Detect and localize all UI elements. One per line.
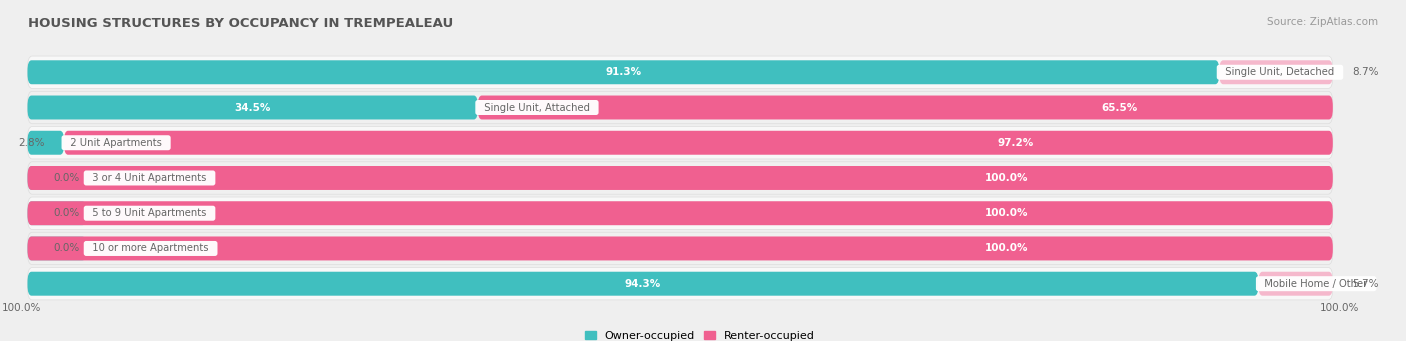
Text: 100.0%: 100.0% [984, 208, 1028, 218]
FancyBboxPatch shape [28, 127, 1333, 159]
FancyBboxPatch shape [28, 236, 1333, 261]
FancyBboxPatch shape [478, 95, 1333, 119]
Text: 10 or more Apartments: 10 or more Apartments [86, 243, 215, 253]
Text: 2.8%: 2.8% [18, 138, 45, 148]
Text: 0.0%: 0.0% [53, 243, 80, 253]
Text: Source: ZipAtlas.com: Source: ZipAtlas.com [1267, 17, 1378, 27]
FancyBboxPatch shape [28, 232, 1333, 265]
FancyBboxPatch shape [1258, 272, 1333, 296]
FancyBboxPatch shape [28, 162, 1333, 194]
FancyBboxPatch shape [65, 131, 1333, 155]
Text: 2 Unit Apartments: 2 Unit Apartments [65, 138, 169, 148]
Text: 94.3%: 94.3% [624, 279, 661, 289]
Text: 0.0%: 0.0% [53, 173, 80, 183]
Text: 3 or 4 Unit Apartments: 3 or 4 Unit Apartments [86, 173, 212, 183]
Text: 5.7%: 5.7% [1353, 279, 1379, 289]
Text: 0.0%: 0.0% [53, 208, 80, 218]
FancyBboxPatch shape [28, 201, 86, 225]
FancyBboxPatch shape [28, 166, 1333, 190]
Text: HOUSING STRUCTURES BY OCCUPANCY IN TREMPEALEAU: HOUSING STRUCTURES BY OCCUPANCY IN TREMP… [28, 17, 453, 30]
Text: 8.7%: 8.7% [1353, 67, 1379, 77]
FancyBboxPatch shape [28, 56, 1333, 88]
FancyBboxPatch shape [28, 267, 1333, 300]
FancyBboxPatch shape [1219, 60, 1333, 84]
Legend: Owner-occupied, Renter-occupied: Owner-occupied, Renter-occupied [585, 331, 814, 341]
FancyBboxPatch shape [28, 95, 478, 119]
FancyBboxPatch shape [28, 60, 1219, 84]
FancyBboxPatch shape [28, 272, 1258, 296]
Text: Single Unit, Attached: Single Unit, Attached [478, 103, 596, 113]
Text: 91.3%: 91.3% [606, 67, 641, 77]
Text: Single Unit, Detached: Single Unit, Detached [1219, 67, 1341, 77]
Text: 5 to 9 Unit Apartments: 5 to 9 Unit Apartments [86, 208, 212, 218]
Text: 100.0%: 100.0% [1320, 302, 1360, 313]
Text: 100.0%: 100.0% [984, 243, 1028, 253]
Text: 97.2%: 97.2% [997, 138, 1033, 148]
FancyBboxPatch shape [28, 236, 86, 261]
Text: 100.0%: 100.0% [984, 173, 1028, 183]
Text: 100.0%: 100.0% [1, 302, 41, 313]
Text: 34.5%: 34.5% [235, 103, 271, 113]
FancyBboxPatch shape [28, 91, 1333, 124]
FancyBboxPatch shape [28, 166, 86, 190]
FancyBboxPatch shape [28, 197, 1333, 229]
FancyBboxPatch shape [28, 201, 1333, 225]
FancyBboxPatch shape [28, 131, 65, 155]
Text: Mobile Home / Other: Mobile Home / Other [1258, 279, 1374, 289]
Text: 65.5%: 65.5% [1101, 103, 1137, 113]
